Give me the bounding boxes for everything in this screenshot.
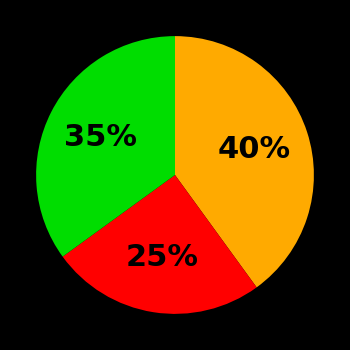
Wedge shape <box>175 36 314 287</box>
Text: 25%: 25% <box>125 243 198 272</box>
Wedge shape <box>36 36 175 257</box>
Text: 35%: 35% <box>64 122 137 152</box>
Wedge shape <box>63 175 257 314</box>
Text: 40%: 40% <box>218 135 291 164</box>
